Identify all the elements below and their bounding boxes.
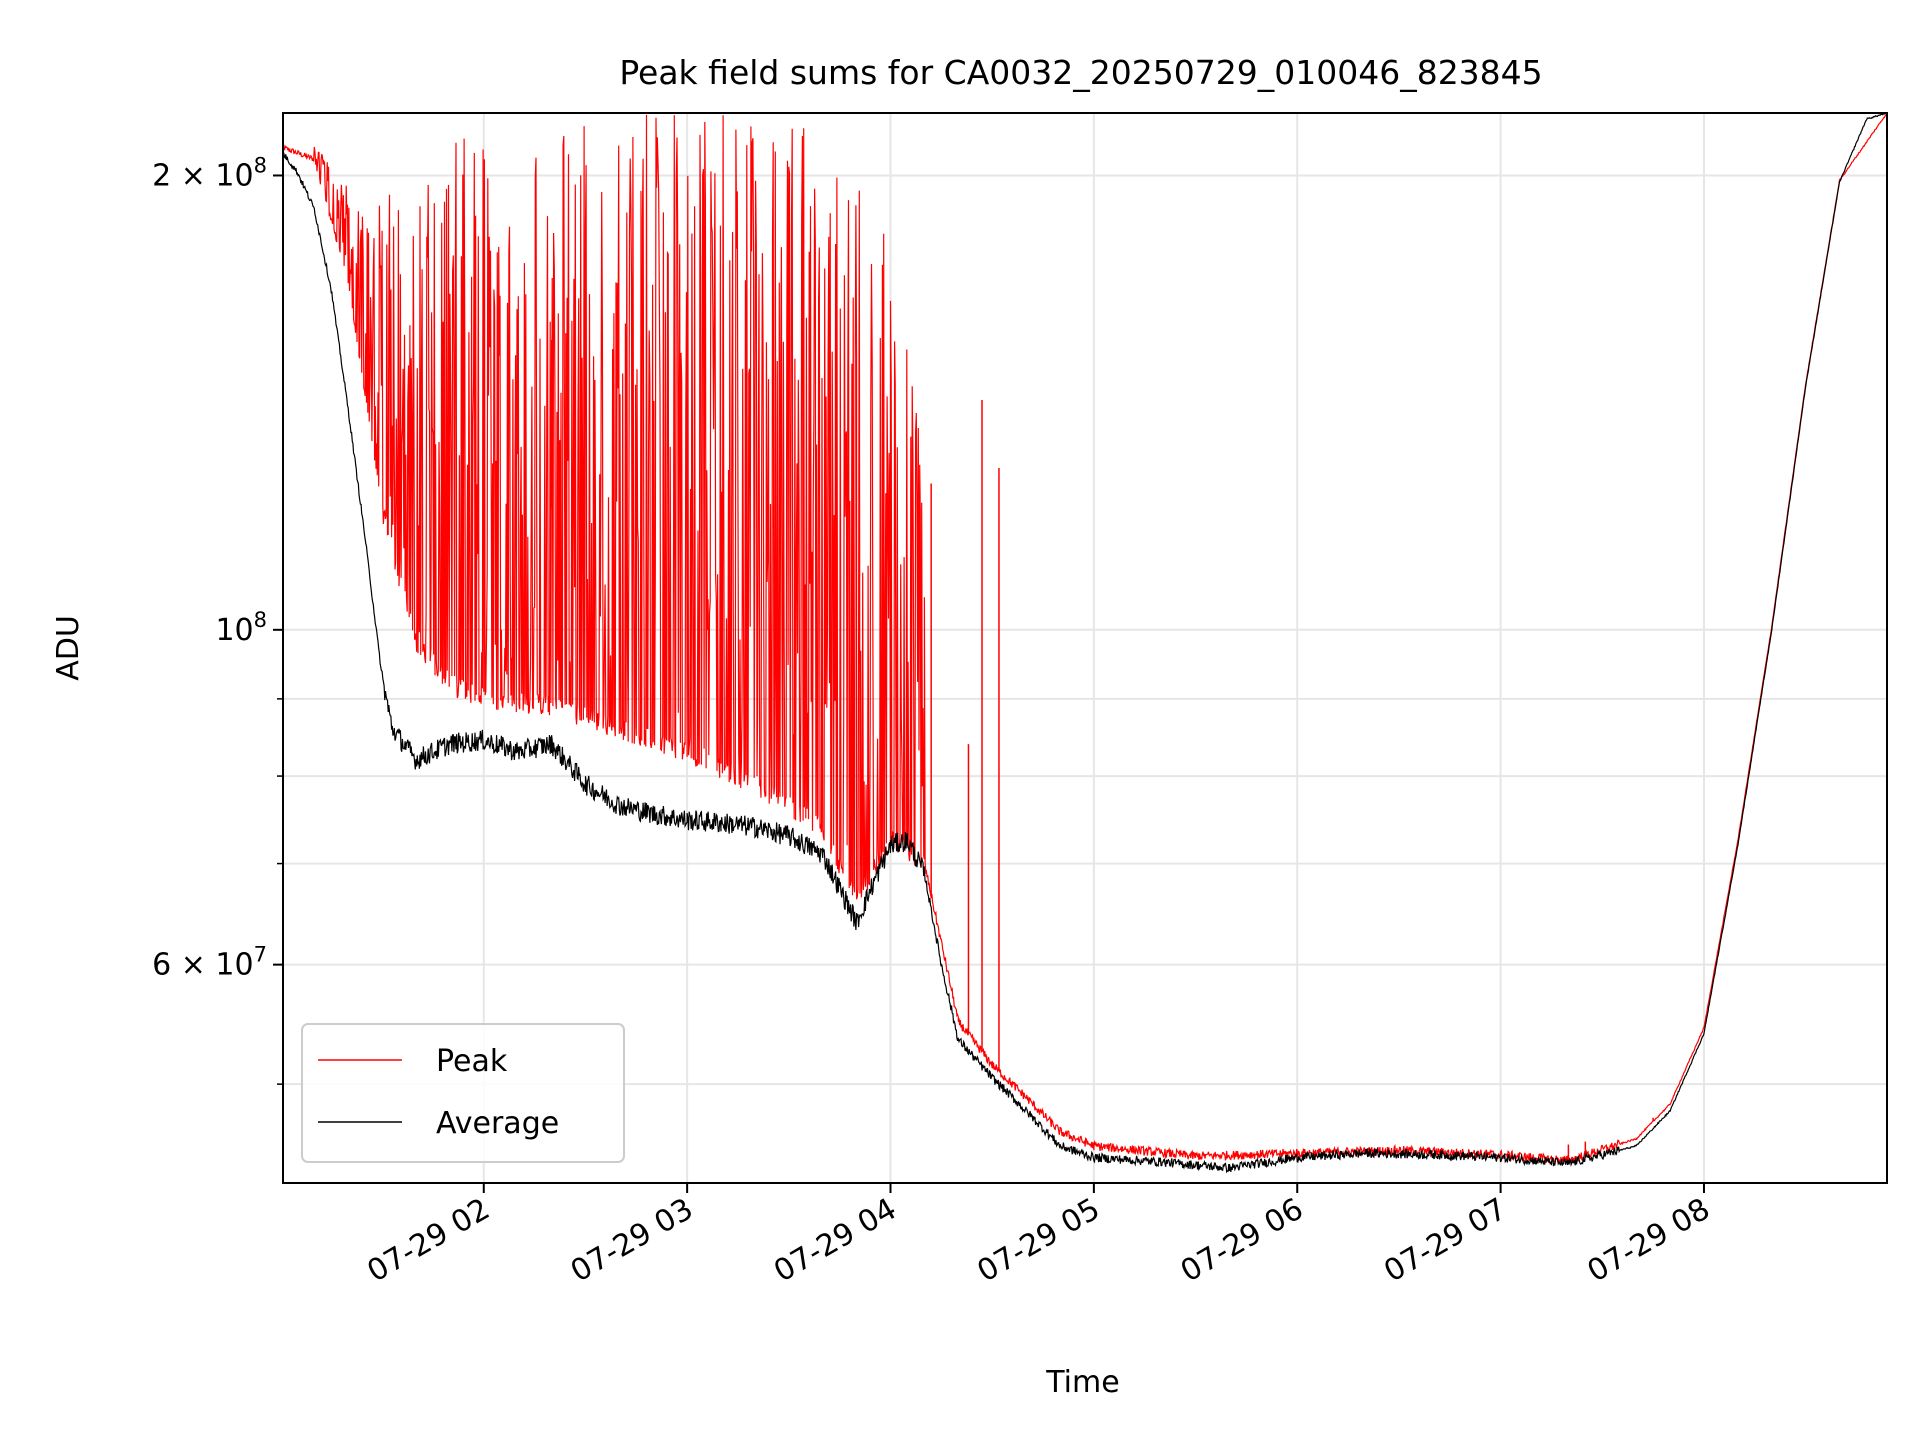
chart-title: Peak field sums for CA0032_20250729_0100… — [619, 53, 1542, 92]
average-series-line — [283, 113, 1887, 1174]
legend: Peak Average — [301, 1023, 625, 1163]
x-axis-label: Time — [1045, 1365, 1119, 1400]
y-axis-label: ADU — [51, 615, 86, 681]
y-axis: 2 × 108 108 6 × 107 — [152, 153, 283, 1085]
series-layer — [283, 113, 1887, 1174]
legend-label-average: Average — [436, 1106, 559, 1141]
y-tick-label: 108 — [215, 608, 267, 648]
plot-frame — [282, 112, 1888, 1184]
legend-label-peak: Peak — [436, 1044, 508, 1079]
y-tick-label: 6 × 107 — [152, 943, 267, 983]
y-tick-label: 2 × 108 — [152, 153, 267, 193]
peak-series-line — [283, 113, 1887, 1165]
legend-box — [301, 1023, 625, 1163]
